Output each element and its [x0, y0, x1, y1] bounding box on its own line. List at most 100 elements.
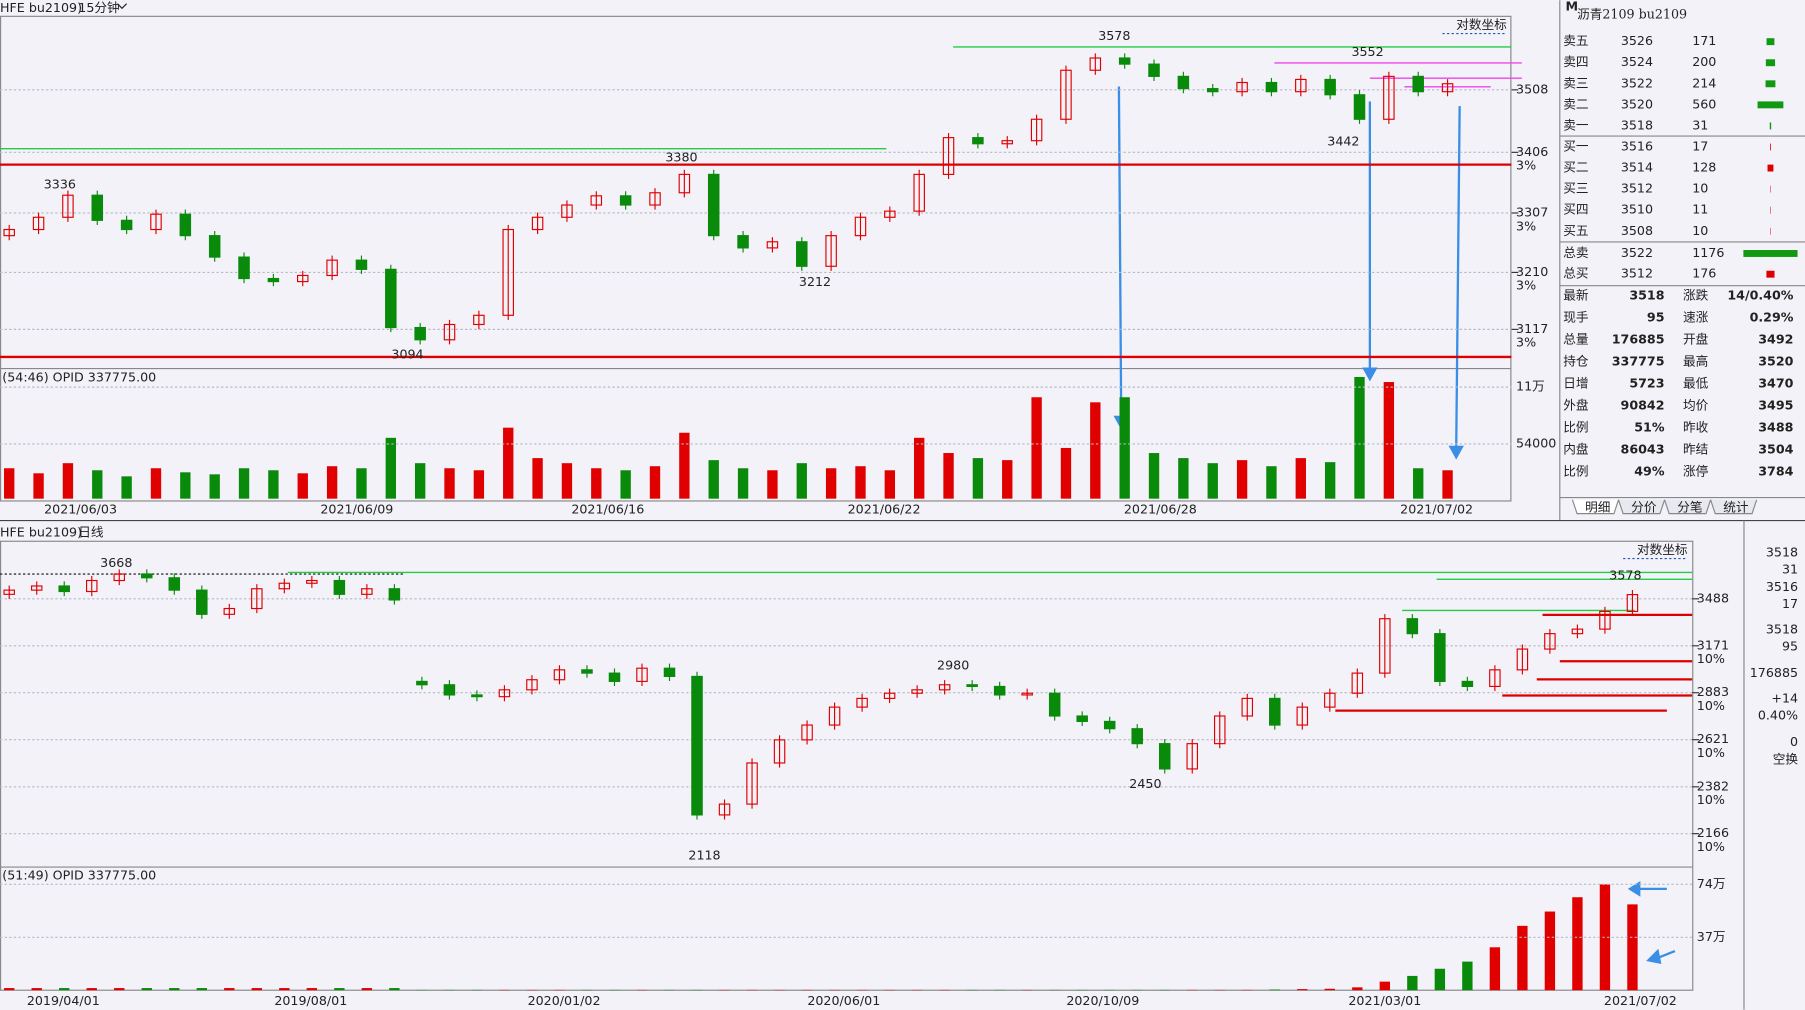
- period-label[interactable]: 日线: [78, 525, 104, 540]
- symbol-label: HFE bu2109): [0, 0, 82, 15]
- x-date-label: 2021/03/01: [1348, 993, 1421, 1008]
- candle-body: [32, 216, 45, 231]
- volume-bar: [649, 466, 661, 499]
- volume-bar: [473, 470, 485, 499]
- tab-shape[interactable]: [1617, 499, 1666, 515]
- y-tick-label: 3117: [1516, 321, 1548, 336]
- candle-body: [1441, 83, 1454, 93]
- candle-body: [691, 675, 703, 816]
- candle-body: [473, 314, 485, 326]
- x-date-label: 2021/06/28: [1124, 502, 1197, 517]
- price-annotation: 3212: [799, 274, 831, 289]
- candle-body: [443, 323, 456, 341]
- log-scale-label[interactable]: 对数坐标: [1456, 17, 1507, 32]
- stat-value: 3470: [1758, 376, 1793, 391]
- stat-label: 最低: [1683, 376, 1709, 391]
- log-scale-label[interactable]: 对数坐标: [1637, 542, 1688, 557]
- book-label: 买五: [1563, 223, 1588, 238]
- tab-label[interactable]: 分价: [1631, 499, 1657, 514]
- candle-body: [1383, 75, 1395, 120]
- candle-body: [1030, 118, 1043, 142]
- volume-bar: [1434, 968, 1446, 991]
- book-volume: 176: [1692, 266, 1716, 281]
- volume-bar: [503, 427, 514, 499]
- dropdown-chevron[interactable]: [117, 3, 128, 10]
- y-tick-label: 3406: [1516, 144, 1548, 159]
- volume-bar: [1236, 460, 1248, 499]
- book-label: 总卖: [1563, 245, 1588, 260]
- y-tick-label: 74万: [1697, 876, 1726, 891]
- candle-body: [30, 585, 43, 591]
- candle-body: [1118, 57, 1131, 65]
- book-label: 卖四: [1563, 54, 1588, 69]
- book-volume: 171: [1692, 33, 1716, 48]
- candle-body: [1206, 88, 1219, 93]
- book-volume-bar: [1743, 250, 1798, 257]
- side-value: 3518: [1766, 621, 1798, 636]
- volume-bar: [1324, 462, 1336, 499]
- book-price: 3508: [1621, 223, 1653, 238]
- period-label[interactable]: 15分钟: [78, 0, 119, 15]
- book-price: 3516: [1621, 138, 1653, 153]
- candle-body: [636, 667, 648, 682]
- book-volume-bar: [1766, 270, 1775, 278]
- volume-bar: [279, 988, 290, 991]
- book-price: 3526: [1621, 33, 1653, 48]
- candle-body: [326, 259, 338, 277]
- book-volume: 214: [1692, 75, 1716, 90]
- volume-bar: [1178, 458, 1189, 499]
- volume-bar: [224, 988, 235, 991]
- book-label: 总买: [1563, 266, 1588, 281]
- price-annotation: 3380: [665, 149, 697, 164]
- book-volume-bar: [1767, 164, 1774, 172]
- volume-bar: [334, 988, 345, 991]
- candle-body: [361, 588, 373, 595]
- book-volume: 200: [1692, 54, 1716, 69]
- volume-bar: [1119, 397, 1130, 499]
- volume-bar: [62, 463, 74, 499]
- candle-body: [278, 582, 291, 590]
- price-annotation: 2118: [688, 848, 720, 863]
- candle-body: [883, 692, 896, 699]
- candle-body: [911, 689, 923, 694]
- tab-shape[interactable]: [1710, 499, 1758, 515]
- book-volume: 11: [1692, 202, 1708, 217]
- volume-bar: [1442, 470, 1453, 499]
- candle-body: [1544, 633, 1556, 650]
- candle-body: [251, 588, 263, 610]
- book-volume-bar: [1757, 101, 1784, 109]
- stat-label: 昨收: [1683, 419, 1709, 434]
- y-tick-label: 3171: [1697, 637, 1729, 652]
- x-date-label: 2020/01/02: [528, 993, 601, 1008]
- tab-label[interactable]: 分笔: [1677, 499, 1702, 514]
- stat-label: 开盘: [1683, 332, 1709, 347]
- tab-label[interactable]: 明细: [1585, 499, 1610, 514]
- volume-bar: [4, 988, 15, 991]
- candle-body: [649, 192, 661, 206]
- volume-bar: [1060, 447, 1072, 499]
- volume-bar: [389, 988, 400, 991]
- y-tick-pct: 10%: [1697, 792, 1725, 807]
- volume-bar: [1489, 947, 1501, 991]
- book-price: 3522: [1621, 75, 1653, 90]
- tab-shape[interactable]: [1571, 499, 1620, 515]
- candle-body: [707, 173, 720, 237]
- volume-bar: [196, 988, 207, 991]
- y-tick-label: 2166: [1697, 825, 1729, 840]
- side-value: 3516: [1766, 579, 1798, 594]
- candle-body: [196, 589, 208, 615]
- candle-body: [443, 684, 456, 696]
- book-label: 买一: [1563, 138, 1589, 153]
- candle-body: [993, 685, 1006, 696]
- tab-shape[interactable]: [1664, 499, 1712, 515]
- candle-body: [1048, 692, 1061, 717]
- price-annotation: 3552: [1351, 44, 1383, 59]
- stat-value: 49%: [1634, 463, 1665, 478]
- price-annotation: 3336: [44, 176, 76, 191]
- tab-label[interactable]: 统计: [1723, 499, 1749, 514]
- candle-body: [179, 213, 192, 237]
- candle-body: [58, 585, 70, 593]
- candle-body: [966, 684, 978, 688]
- x-date-label: 2021/06/09: [320, 502, 393, 517]
